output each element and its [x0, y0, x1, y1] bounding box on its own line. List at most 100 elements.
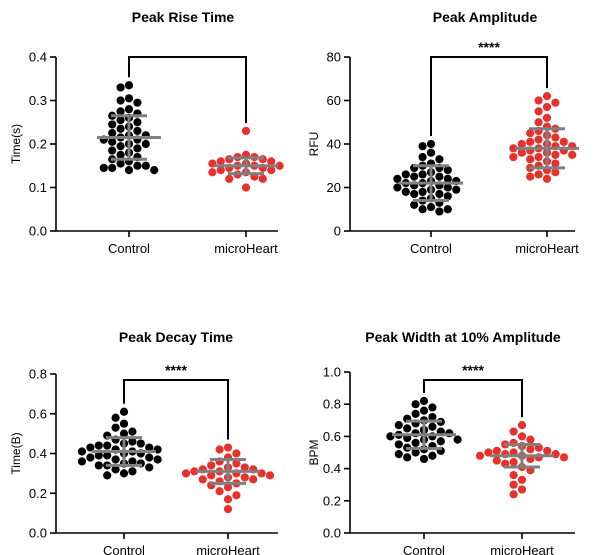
- data-point: [534, 170, 543, 179]
- data-point: [240, 463, 249, 472]
- data-point: [145, 453, 154, 462]
- x-tick-label: microHeart: [490, 543, 554, 555]
- data-point: [133, 98, 142, 107]
- data-point: [418, 205, 427, 214]
- y-tick-label: 0.0: [323, 526, 341, 541]
- y-tick-label: 0.4: [29, 446, 47, 461]
- data-point: [517, 421, 527, 430]
- data-point: [401, 170, 410, 179]
- data-point: [241, 126, 251, 136]
- data-point: [509, 144, 518, 153]
- data-point: [435, 172, 444, 181]
- data-point: [551, 150, 560, 159]
- data-point: [526, 129, 535, 138]
- data-point: [428, 412, 437, 422]
- data-point: [133, 118, 142, 127]
- data-point: [428, 451, 437, 460]
- data-point: [116, 150, 125, 159]
- data-point: [207, 461, 216, 470]
- data-point: [517, 139, 526, 149]
- data-point: [116, 159, 125, 168]
- y-axis-label: Time(s): [9, 124, 23, 164]
- data-point: [103, 451, 112, 460]
- data-point: [403, 453, 412, 462]
- y-tick-label: 20: [327, 180, 341, 195]
- y-tick-label: 0.4: [29, 50, 47, 65]
- data-point: [534, 96, 543, 105]
- data-point: [411, 400, 420, 409]
- data-point: [108, 163, 117, 173]
- y-tick-label: 0.0: [29, 224, 47, 239]
- data-point: [240, 473, 249, 482]
- chart-panel-1: Peak Rise Time Time(s) 0.0 0.1 0.2 0.3 0.4 Cont…: [9, 9, 284, 256]
- data-point: [249, 475, 258, 484]
- data-point: [559, 137, 568, 146]
- data-point: [394, 450, 403, 459]
- data-point: [116, 124, 125, 133]
- data-point: [435, 207, 444, 216]
- data-point: [534, 118, 543, 127]
- data-point: [124, 105, 134, 114]
- data-point: [443, 166, 452, 175]
- data-point: [124, 81, 134, 90]
- data-point: [419, 454, 429, 464]
- data-point: [492, 446, 501, 455]
- data-point: [216, 166, 225, 175]
- data-point: [128, 457, 137, 466]
- significance-bracket: [430, 56, 548, 136]
- data-point: [119, 407, 129, 416]
- x-tick-label: Control: [103, 543, 145, 555]
- data-point: [111, 413, 120, 422]
- data-point: [492, 456, 501, 465]
- data-point: [116, 83, 125, 92]
- x-tick-label: Control: [108, 241, 150, 256]
- chart-panel-2: Peak Amplitude RFU 0 20 40 60 80 Control microHe…: [307, 9, 579, 256]
- data-point: [443, 174, 452, 183]
- data-point: [526, 155, 535, 164]
- data-point: [111, 423, 120, 432]
- data-point: [133, 144, 142, 153]
- data-point: [526, 137, 535, 146]
- data-point: [435, 155, 444, 164]
- data-point: [426, 202, 436, 212]
- data-point: [452, 185, 461, 194]
- data-point: [393, 183, 402, 192]
- data-point: [517, 432, 527, 441]
- data-point: [542, 92, 552, 101]
- data-point: [534, 152, 543, 162]
- data-point: [128, 467, 137, 476]
- y-tick-label: 0.0: [29, 526, 47, 541]
- data-point: [86, 443, 95, 452]
- data-point: [128, 427, 137, 436]
- significance-bracket: [123, 379, 229, 440]
- data-point: [542, 102, 552, 112]
- data-point: [181, 469, 191, 478]
- data-point: [99, 163, 108, 173]
- data-point: [517, 148, 526, 157]
- data-point: [509, 480, 518, 489]
- chart-title: Peak Width at 10% Amplitude: [365, 329, 561, 345]
- y-tick-label: 0.6: [29, 406, 47, 421]
- data-point: [124, 166, 134, 175]
- y-tick-label: 0.8: [29, 367, 47, 382]
- data-point: [133, 161, 142, 170]
- data-point: [198, 475, 207, 484]
- data-point: [216, 157, 225, 166]
- data-point: [141, 161, 150, 170]
- data-point: [153, 455, 162, 464]
- data-point: [542, 174, 552, 183]
- data-point: [419, 406, 429, 415]
- y-tick-label: 80: [327, 50, 341, 65]
- data-point: [267, 166, 276, 175]
- data-point: [119, 469, 129, 478]
- data-point: [119, 419, 129, 428]
- data-point: [393, 174, 402, 183]
- data-point: [394, 421, 403, 430]
- data-point: [241, 183, 251, 192]
- data-point: [116, 107, 125, 116]
- data-point: [136, 439, 145, 448]
- x-tick-label: microHeart: [214, 241, 278, 256]
- data-point: [559, 453, 569, 462]
- data-point: [111, 455, 120, 464]
- y-tick-label: 0.2: [29, 486, 47, 501]
